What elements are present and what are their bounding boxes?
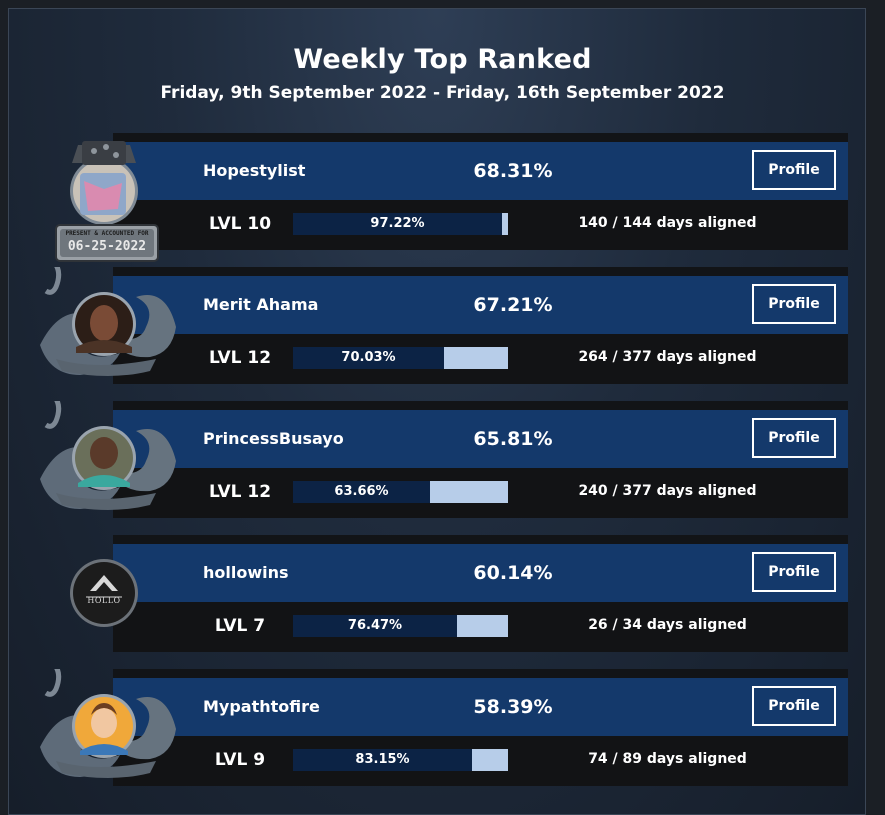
profile-button[interactable]: Profile xyxy=(752,552,836,592)
level-label: LVL 9 xyxy=(214,750,266,770)
progress-label: 97.22% xyxy=(370,216,425,231)
username[interactable]: Merit Ahama xyxy=(203,295,319,314)
days-aligned: 74 / 89 days aligned xyxy=(588,751,747,767)
progress-bar: 83.15% xyxy=(293,749,508,771)
days-aligned: 240 / 377 days aligned xyxy=(578,483,757,499)
leaderboard-row: PrincessBusayo 65.81% Profile LVL 12 63.… xyxy=(0,401,885,519)
days-aligned: 26 / 34 days aligned xyxy=(588,617,747,633)
progress-fill xyxy=(293,347,444,369)
level-label: LVL 12 xyxy=(208,482,272,502)
top-hat-avatar-icon xyxy=(55,141,159,262)
hollo-logo-avatar-icon xyxy=(70,559,138,627)
progress-fill xyxy=(293,213,502,235)
username[interactable]: PrincessBusayo xyxy=(203,429,344,448)
avatar[interactable] xyxy=(36,267,186,385)
username[interactable]: Mypathtofire xyxy=(203,697,320,716)
leaderboard-row: PRESENT & ACCOUNTED FOR 06-25-2022 Hopes… xyxy=(0,133,885,262)
alignment-score: 68.31% xyxy=(473,160,553,182)
wave-frame-avatar-icon xyxy=(40,267,176,376)
row-header xyxy=(113,276,848,334)
avatar[interactable] xyxy=(36,669,186,787)
profile-button[interactable]: Profile xyxy=(752,150,836,190)
avatar[interactable]: HOLLO xyxy=(36,535,186,653)
progress-bar: 70.03% xyxy=(293,347,508,369)
row-header xyxy=(113,410,848,468)
date-range: Friday, 9th September 2022 - Friday, 16t… xyxy=(160,83,725,103)
leaderboard-row: HOLLO hollowins 60.14% Profile LVL 7 76.… xyxy=(0,535,885,653)
profile-button[interactable]: Profile xyxy=(752,686,836,726)
progress-label: 76.47% xyxy=(347,618,403,633)
avatar[interactable]: PRESENT & ACCOUNTED FOR 06-25-2022 xyxy=(36,133,186,262)
alignment-score: 67.21% xyxy=(473,294,553,316)
badge-date: 06-25-2022 xyxy=(67,239,147,254)
progress-fill xyxy=(293,481,430,503)
progress-label: 70.03% xyxy=(341,350,396,365)
level-label: LVL 7 xyxy=(214,616,266,636)
page-title: Weekly Top Ranked xyxy=(293,44,592,75)
profile-button[interactable]: Profile xyxy=(752,418,836,458)
level-label: LVL 12 xyxy=(208,348,272,368)
wave-frame-avatar-icon xyxy=(40,401,176,510)
wave-frame-avatar-icon xyxy=(40,669,176,778)
avatar[interactable] xyxy=(36,401,186,519)
alignment-score: 58.39% xyxy=(473,696,553,718)
progress-fill xyxy=(293,615,457,637)
level-label: LVL 10 xyxy=(208,214,272,234)
progress-bar: 63.66% xyxy=(293,481,508,503)
days-aligned: 264 / 377 days aligned xyxy=(578,349,757,365)
username[interactable]: hollowins xyxy=(203,563,289,582)
progress-fill xyxy=(293,749,472,771)
username[interactable]: Hopestylist xyxy=(203,161,306,180)
avatar-logo-text: HOLLO xyxy=(87,596,121,605)
leaderboard-row: Merit Ahama 67.21% Profile LVL 12 70.03%… xyxy=(0,267,885,385)
progress-label: 83.15% xyxy=(355,752,410,767)
badge-text: PRESENT & ACCOUNTED FOR xyxy=(65,230,149,237)
profile-button[interactable]: Profile xyxy=(752,284,836,324)
progress-label: 63.66% xyxy=(334,484,389,499)
row-header xyxy=(113,544,848,602)
progress-bar: 76.47% xyxy=(293,615,508,637)
leaderboard-row: Mypathtofire 58.39% Profile LVL 9 83.15%… xyxy=(0,669,885,787)
row-header xyxy=(113,678,848,736)
alignment-score: 60.14% xyxy=(473,562,553,584)
row-header xyxy=(113,142,848,200)
days-aligned: 140 / 144 days aligned xyxy=(578,215,757,231)
progress-bar: 97.22% xyxy=(293,213,508,235)
alignment-score: 65.81% xyxy=(473,428,553,450)
